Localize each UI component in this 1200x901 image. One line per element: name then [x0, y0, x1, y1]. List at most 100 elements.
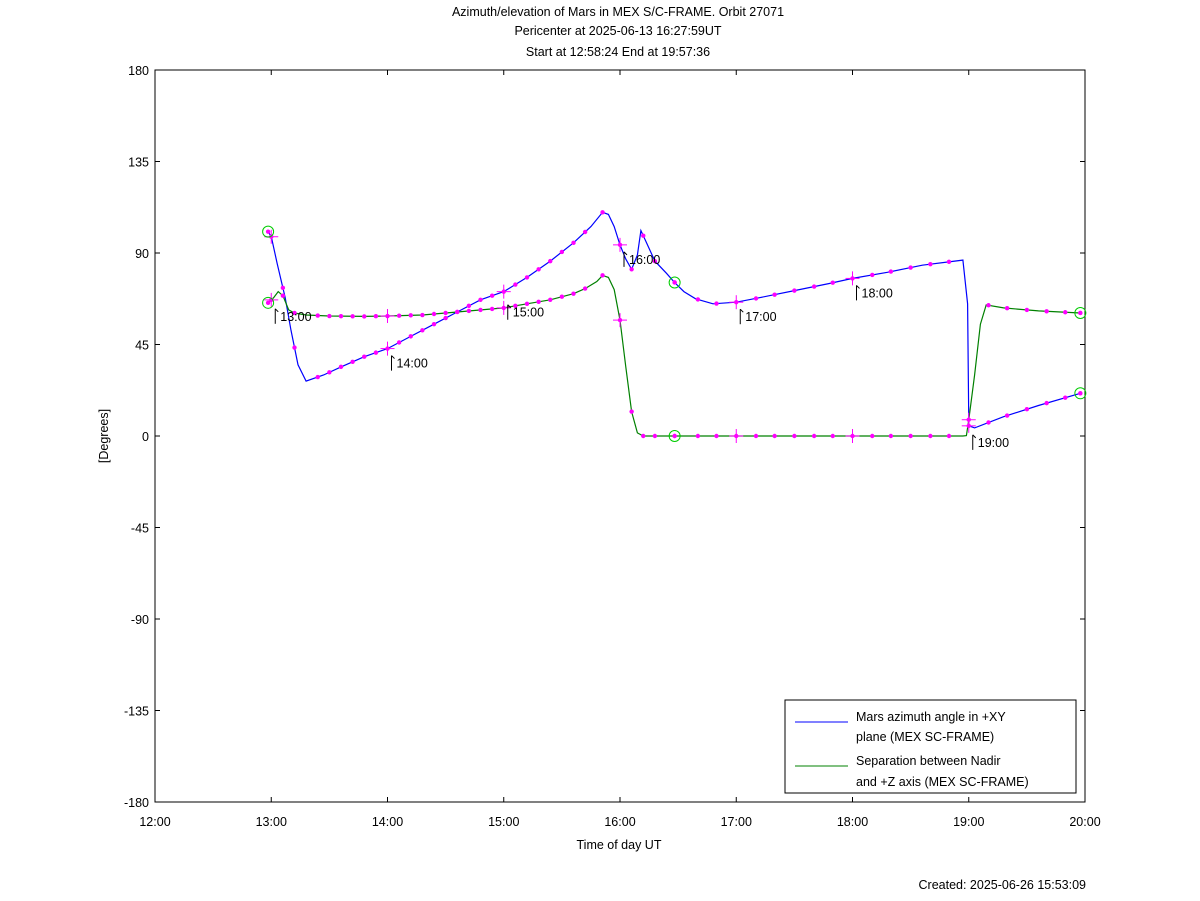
annotation-pointer: [972, 434, 977, 439]
data-point-marker: [1024, 307, 1030, 313]
y-tick-label: 90: [135, 247, 149, 261]
annotation-pointer: [274, 308, 279, 313]
time-annotation-label: 19:00: [978, 436, 1009, 450]
time-annotation-label: 16:00: [629, 253, 660, 267]
data-point-marker: [350, 359, 355, 364]
data-point-marker: [513, 303, 518, 309]
data-point-marker: [524, 275, 530, 280]
y-tick-label: -135: [124, 705, 149, 719]
chart-title: Azimuth/elevation of Mars in MEX S/C-FRA…: [452, 5, 784, 59]
data-point-marker: [513, 282, 518, 287]
x-tick-label: 16:00: [604, 815, 635, 829]
data-point-marker: [443, 315, 448, 321]
data-point-marker: [830, 433, 835, 439]
event-circle-marker: [1074, 387, 1087, 400]
x-tick-label: 14:00: [372, 815, 403, 829]
data-point-marker: [641, 233, 646, 238]
series-lines: [267, 211, 1081, 437]
data-point-marker: [559, 249, 565, 255]
data-point-marker: [986, 420, 991, 425]
data-point-marker: [600, 273, 605, 278]
data-point-marker: [908, 433, 913, 439]
y-tick-label: 0: [142, 430, 149, 444]
time-annotation-label: 18:00: [862, 286, 893, 300]
data-point-marker: [327, 313, 332, 319]
event-circle-marker: [262, 296, 275, 309]
data-point-marker: [571, 291, 576, 296]
data-point-marker: [1004, 306, 1010, 311]
data-point-marker: [559, 294, 565, 299]
y-axis-label: [Degrees]: [97, 409, 111, 463]
data-point-marker: [928, 261, 933, 267]
data-point-marker: [280, 285, 286, 291]
legend-box: [784, 699, 1077, 794]
legend-label-separation-line1: Separation between Nadir: [856, 754, 1001, 768]
data-point-marker: [350, 314, 355, 319]
data-point-marker: [986, 303, 991, 308]
data-point-marker: [695, 297, 701, 302]
data-point-marker: [946, 259, 952, 265]
data-point-marker: [315, 313, 320, 318]
legend-label-separation-line2: and +Z axis (MEX SC-FRAME): [856, 775, 1029, 789]
data-point-marker: [811, 433, 817, 439]
legend-label-azimuth-line2: plane (MEX SC-FRAME): [856, 730, 994, 744]
annotation-pointer: [856, 285, 860, 289]
axis-ticks: 12:00 13:00 14:00 15:00 16:00 17:00 18:00 19:00…: [124, 64, 1101, 829]
data-point-marker: [420, 328, 425, 333]
data-point-marker: [1044, 309, 1049, 314]
data-point-marker: [1078, 391, 1083, 396]
data-point-marker: [524, 301, 530, 307]
data-point-marker: [489, 293, 495, 298]
data-point-marker: [830, 280, 835, 285]
data-point-marker: [870, 272, 875, 278]
y-tick-label: 45: [135, 339, 149, 353]
title-line-3: Start at 12:58:24 End at 19:57:36: [526, 45, 710, 59]
y-tick-label: 135: [128, 156, 149, 170]
data-point-marker: [1004, 413, 1010, 418]
event-circle-marker: [262, 225, 275, 238]
y-tick-label: -90: [131, 613, 149, 627]
x-tick-label: 15:00: [488, 815, 519, 829]
time-annotation-label: 14:00: [397, 357, 428, 371]
y-tick-label: -45: [131, 522, 149, 536]
data-point-marker: [641, 433, 646, 439]
time-annotations: 13:00 14:00 15:00 16:00 17:00 18:00 19:00: [274, 251, 1009, 450]
data-point-marker: [408, 334, 413, 339]
data-point-marker: [908, 265, 913, 270]
data-point-marker: [652, 258, 658, 264]
data-point-marker: [792, 433, 797, 439]
data-point-marker: [772, 433, 777, 439]
data-point-marker: [753, 296, 759, 301]
data-point-marker: [571, 240, 576, 246]
data-point-marker: [362, 314, 367, 319]
data-point-marker: [714, 301, 719, 306]
data-point-marker: [672, 433, 677, 439]
data-point-marker: [420, 312, 425, 318]
data-point-marker: [1024, 407, 1030, 412]
data-point-marker: [466, 303, 472, 309]
x-tick-label: 20:00: [1069, 815, 1100, 829]
data-point-marker: [582, 286, 588, 291]
data-point-marker: [582, 229, 588, 235]
x-tick-label: 18:00: [837, 815, 868, 829]
annotation-pointer: [507, 304, 512, 309]
data-point-marker: [629, 409, 634, 414]
data-point-marker: [536, 267, 541, 272]
event-circle-marker: [668, 276, 681, 289]
data-point-marker: [443, 310, 448, 316]
data-point-marker: [431, 321, 437, 327]
data-point-marker: [265, 229, 271, 234]
time-annotation-label: 17:00: [745, 310, 776, 324]
data-point-marker: [1063, 310, 1068, 315]
legend: Mars azimuth angle in +XY plane (MEX SC-…: [784, 699, 1077, 794]
data-point-marker: [466, 308, 472, 314]
data-point-marker: [536, 299, 541, 304]
data-point-marker: [489, 306, 495, 312]
y-tick-label: 180: [128, 64, 149, 78]
data-point-marker: [870, 433, 875, 439]
x-tick-label: 13:00: [256, 815, 287, 829]
data-point-marker: [1044, 400, 1049, 406]
data-point-marker: [792, 288, 797, 293]
data-point-marker: [753, 433, 759, 439]
